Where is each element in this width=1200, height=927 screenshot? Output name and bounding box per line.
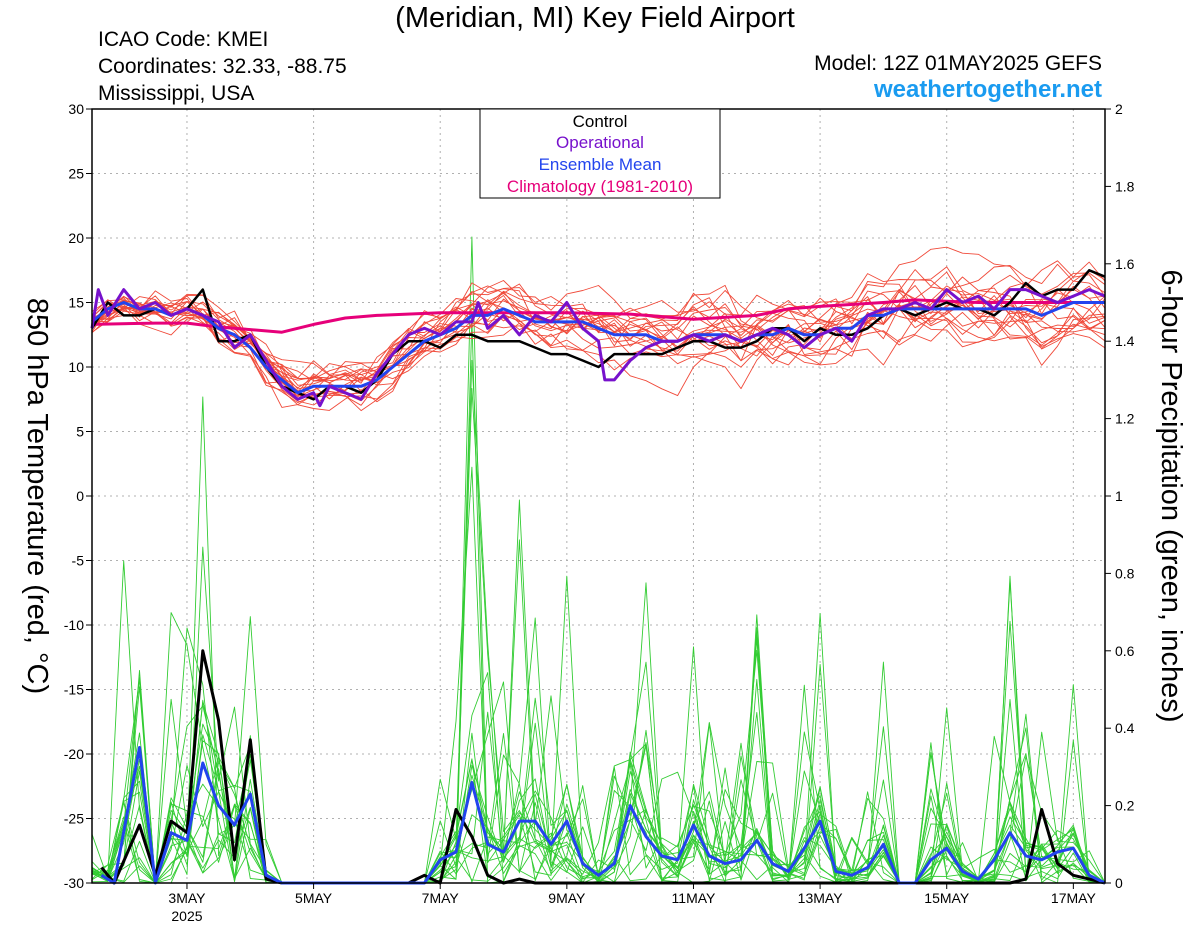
- y2-tick-label: 0: [1115, 875, 1123, 891]
- y-tick-label: 0: [76, 488, 84, 504]
- climatology-temp-line: [91, 298, 1105, 334]
- page-title: (Meridian, MI) Key Field Airport: [395, 2, 795, 34]
- y-tick-label: 10: [68, 359, 84, 375]
- y-tick-label: 30: [68, 101, 84, 117]
- y2-tick-label: 2: [1115, 101, 1123, 117]
- temp-member-line: [91, 261, 1106, 404]
- legend-control: Control: [573, 112, 628, 131]
- x-tick-label: 13MAY: [798, 890, 844, 906]
- y-tick-label: -5: [72, 553, 85, 569]
- y2-tick-label: 0.6: [1115, 643, 1135, 659]
- precip-member-line: [91, 388, 1106, 884]
- model-run: Model: 12Z 01MAY2025 GEFS: [814, 52, 1102, 75]
- ensemble-mean-precip-line: [100, 746, 1106, 885]
- legend-operational: Operational: [556, 133, 644, 152]
- y-tick-label: 5: [76, 424, 84, 440]
- control-temp-line: [90, 269, 1106, 401]
- precip-member-line: [91, 539, 1106, 884]
- y-tick-label: 15: [68, 295, 84, 311]
- region: Mississippi, USA: [98, 82, 255, 105]
- y2-axis-label: 6-hour Precipitation (green, inches): [1155, 270, 1187, 723]
- y2-tick-label: 1.6: [1115, 256, 1135, 272]
- legend-climatology: Climatology (1981-2010): [507, 177, 693, 196]
- y-tick-label: -10: [64, 617, 84, 633]
- y2-tick-label: 0.2: [1115, 798, 1135, 814]
- x-tick-label: 7MAY: [422, 890, 460, 906]
- x-tick-label: 3MAY: [168, 890, 206, 906]
- axes: -30-25-20-15-10-505101520253000.20.40.60…: [64, 101, 1135, 924]
- y2-tick-label: 1: [1115, 488, 1123, 504]
- y-tick-label: 25: [68, 166, 84, 182]
- x-tick-label: 15MAY: [924, 890, 970, 906]
- y-tick-label: -20: [64, 746, 84, 762]
- ensemble-mean-temp-line: [91, 301, 1105, 395]
- x-tick-sublabel: 2025: [171, 908, 202, 924]
- y2-tick-label: 1.4: [1115, 333, 1135, 349]
- x-tick-label: 5MAY: [295, 890, 333, 906]
- icao-code: ICAO Code: KMEI: [98, 28, 269, 51]
- main-series: [90, 269, 1106, 885]
- site-link[interactable]: weathertogether.net: [873, 76, 1102, 103]
- operational-temp-line: [90, 288, 1106, 408]
- grid-lines: [92, 109, 1105, 883]
- x-tick-label: 9MAY: [548, 890, 586, 906]
- legend: Control Operational Ensemble Mean Climat…: [479, 108, 721, 199]
- x-tick-label: 11MAY: [672, 890, 716, 906]
- coordinates: Coordinates: 32.33, -88.75: [98, 55, 347, 78]
- y-tick-label: -15: [64, 682, 84, 698]
- legend-ensemble-mean: Ensemble Mean: [539, 155, 662, 174]
- y2-tick-label: 0.4: [1115, 720, 1135, 736]
- y-tick-label: 20: [68, 230, 84, 246]
- y-tick-label: -25: [64, 811, 84, 827]
- y-tick-label: -30: [64, 875, 84, 891]
- precip-member-line: [91, 676, 1106, 884]
- y2-tick-label: 1.2: [1115, 411, 1135, 427]
- y-axis-label: 850 hPa Temperature (red, °C): [21, 298, 53, 694]
- y2-tick-label: 1.8: [1115, 178, 1135, 194]
- y2-tick-label: 0.8: [1115, 565, 1135, 581]
- legend-box: [479, 108, 721, 199]
- x-tick-label: 17MAY: [1051, 890, 1097, 906]
